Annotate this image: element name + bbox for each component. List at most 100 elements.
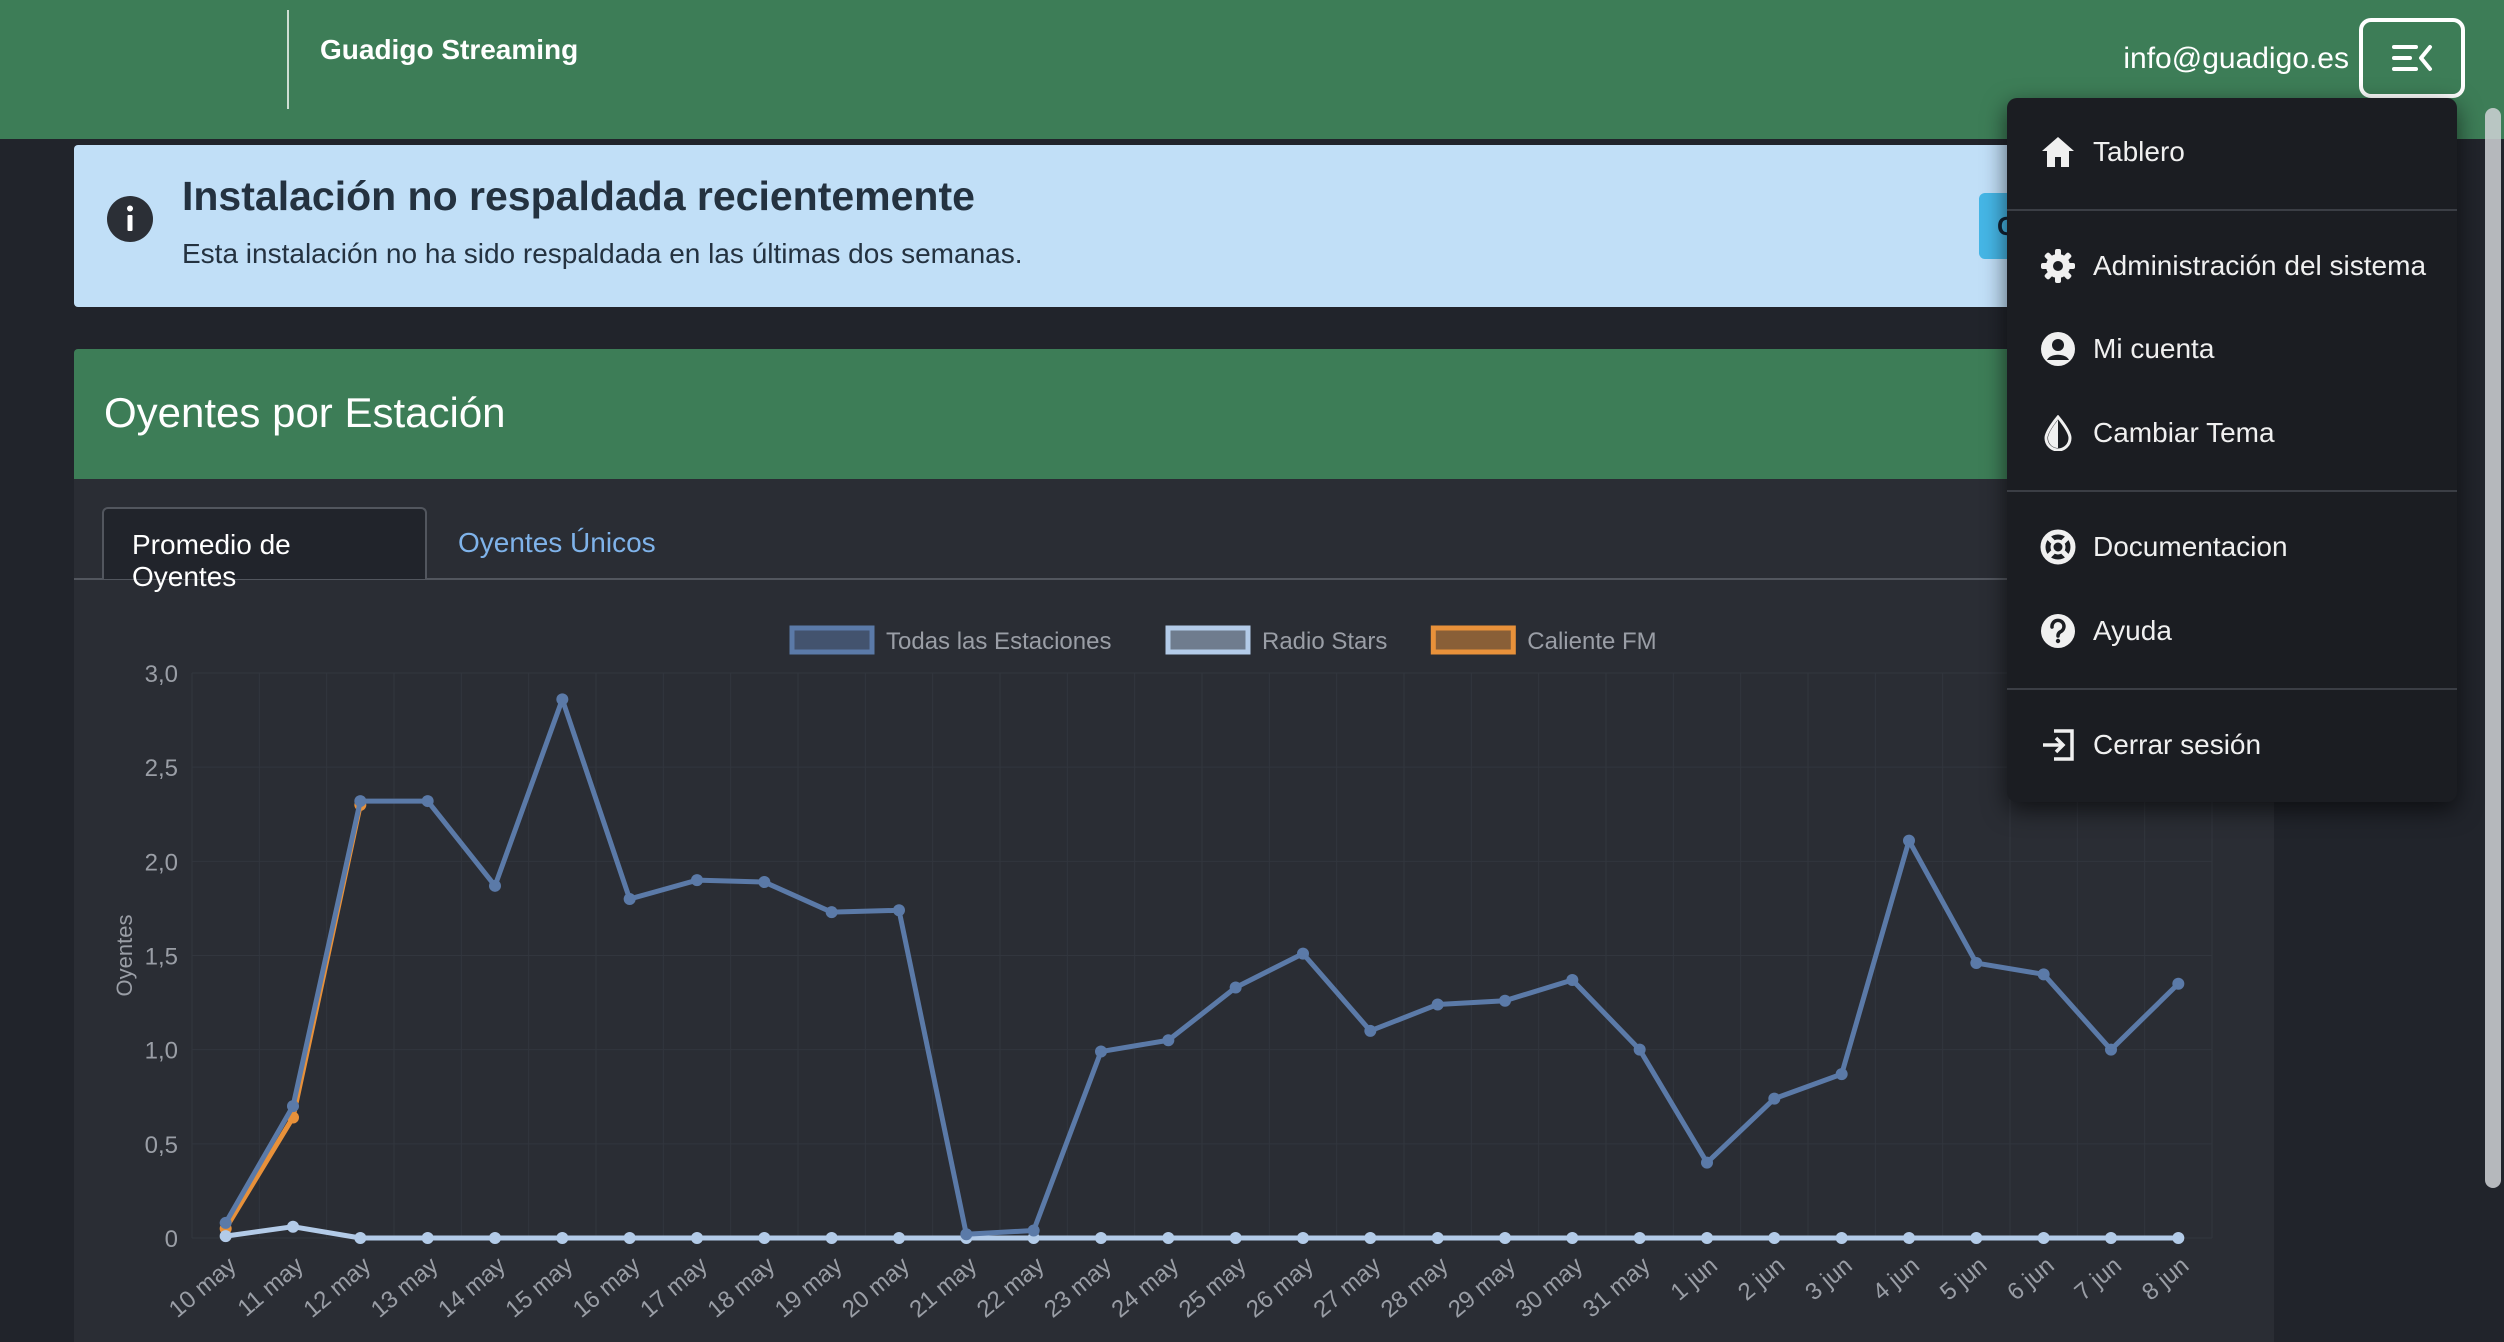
help-icon: [2039, 612, 2077, 650]
x-tick-label: 24 may: [1107, 1252, 1185, 1323]
data-point: [1701, 1156, 1713, 1169]
user-email: info@guadigo.es: [2123, 42, 2349, 75]
theme-drop-icon: [2039, 414, 2077, 452]
legend-label: Caliente FM: [1527, 628, 1656, 655]
menu-item-my-account[interactable]: Mi cuenta: [2007, 314, 2457, 384]
x-tick-label: 27 may: [1309, 1252, 1387, 1323]
x-tick-label: 25 may: [1174, 1252, 1252, 1323]
x-tick-label: 26 may: [1241, 1252, 1319, 1323]
x-tick-label: 22 may: [972, 1252, 1050, 1323]
data-point: [825, 906, 838, 919]
data-point: [2105, 1043, 2117, 1056]
y-axis-label: Oyentes: [112, 915, 137, 997]
data-point: [1701, 1232, 1713, 1244]
backup-alert: Instalación no respaldada recientemente …: [74, 145, 2079, 307]
x-tick-label: 31 may: [1578, 1252, 1656, 1323]
x-tick-label: 17 may: [635, 1252, 713, 1323]
page-scrollbar[interactable]: [2485, 108, 2501, 1188]
data-point: [1095, 1045, 1107, 1058]
menu-item-change-theme[interactable]: Cambiar Tema: [2007, 398, 2457, 468]
alert-title: Instalación no respaldada recientemente: [182, 173, 975, 219]
data-point: [287, 1220, 299, 1233]
y-tick-label: 1,5: [145, 944, 178, 971]
data-point: [623, 1232, 636, 1244]
data-point: [2172, 977, 2185, 990]
x-tick-label: 19 may: [770, 1252, 848, 1323]
data-point: [758, 876, 771, 889]
x-tick-label: 8 jun: [2137, 1252, 2194, 1306]
data-point: [1903, 1232, 1915, 1244]
data-point: [1835, 1232, 1848, 1244]
account-icon: [2039, 330, 2077, 368]
data-point: [1768, 1232, 1781, 1244]
data-point: [1633, 1232, 1646, 1244]
x-tick-label: 23 may: [1039, 1252, 1117, 1323]
x-tick-label: 18 may: [703, 1252, 781, 1323]
data-point: [1566, 1232, 1579, 1244]
data-point: [1297, 947, 1309, 960]
series-line: [223, 804, 363, 1230]
menu-item-documentation[interactable]: Documentacion: [2007, 512, 2457, 582]
x-tick-label: 14 may: [433, 1252, 511, 1323]
x-tick-label: 30 may: [1511, 1252, 1589, 1323]
y-tick-label: 2,5: [145, 755, 178, 782]
home-icon: [2039, 133, 2077, 171]
tab-unique-listeners[interactable]: Oyentes Únicos: [458, 527, 656, 558]
data-point: [489, 879, 501, 892]
y-tick-label: 3,0: [145, 661, 178, 688]
top-navbar: Guadigo Streaming info@guadigo.es: [0, 0, 2504, 139]
data-point: [287, 1100, 299, 1113]
data-point: [1970, 957, 1983, 970]
x-tick-label: 11 may: [233, 1252, 309, 1322]
series-line: [223, 696, 2181, 1237]
alert-text: Esta instalación no ha sido respaldada e…: [182, 238, 1023, 269]
menu-toggle-button[interactable]: [2359, 18, 2465, 98]
data-point: [893, 1232, 905, 1244]
tab-average-listeners[interactable]: Promedio de Oyentes: [102, 507, 427, 592]
gear-icon: [2039, 247, 2077, 285]
legend-swatch: [789, 625, 875, 655]
data-point: [1499, 994, 1511, 1007]
data-point: [691, 1232, 703, 1244]
menu-item-label: Mi cuenta: [2093, 333, 2215, 364]
x-tick-label: 16 may: [568, 1252, 646, 1323]
menu-item-label: Administración del sistema: [2093, 250, 2427, 281]
data-point: [1633, 1043, 1646, 1056]
legend-label: Radio Stars: [1262, 628, 1387, 655]
brand-name[interactable]: Guadigo Streaming: [320, 34, 579, 65]
menu-item-dashboard[interactable]: Tablero: [2007, 117, 2457, 187]
data-point: [1903, 834, 1915, 847]
data-point: [825, 1232, 838, 1244]
data-point: [960, 1228, 973, 1241]
x-tick-label: 12 may: [299, 1252, 377, 1323]
data-point: [1431, 998, 1444, 1011]
menu-collapse-icon: [2392, 45, 2432, 71]
y-tick-label: 0,5: [145, 1132, 178, 1159]
data-point: [1970, 1232, 1983, 1244]
x-tick-label: 6 jun: [2002, 1252, 2059, 1306]
data-point: [1297, 1232, 1309, 1244]
data-point: [1835, 1068, 1848, 1081]
data-point: [1162, 1034, 1175, 1047]
data-point: [2105, 1232, 2117, 1244]
data-point: [1364, 1232, 1377, 1244]
data-point: [1229, 1232, 1242, 1244]
data-point: [1027, 1224, 1040, 1237]
data-point: [1768, 1092, 1781, 1105]
logout-icon: [2039, 726, 2077, 764]
data-point: [421, 795, 434, 808]
data-point: [893, 904, 905, 917]
data-point: [1229, 981, 1242, 994]
data-point: [758, 1232, 771, 1244]
menu-item-system-admin[interactable]: Administración del sistema: [2007, 231, 2457, 301]
data-point: [2037, 968, 2050, 981]
x-tick-label: 3 jun: [1800, 1252, 1857, 1306]
legend-label: Todas las Estaciones: [886, 628, 1111, 655]
data-point: [556, 693, 569, 706]
menu-item-logout[interactable]: Cerrar sesión: [2007, 710, 2457, 780]
y-tick-label: 1,0: [145, 1038, 178, 1065]
menu-item-help[interactable]: Ayuda: [2007, 596, 2457, 666]
x-tick-label: 28 may: [1376, 1252, 1454, 1323]
data-point: [1566, 973, 1579, 986]
y-tick-label: 0: [165, 1226, 178, 1253]
